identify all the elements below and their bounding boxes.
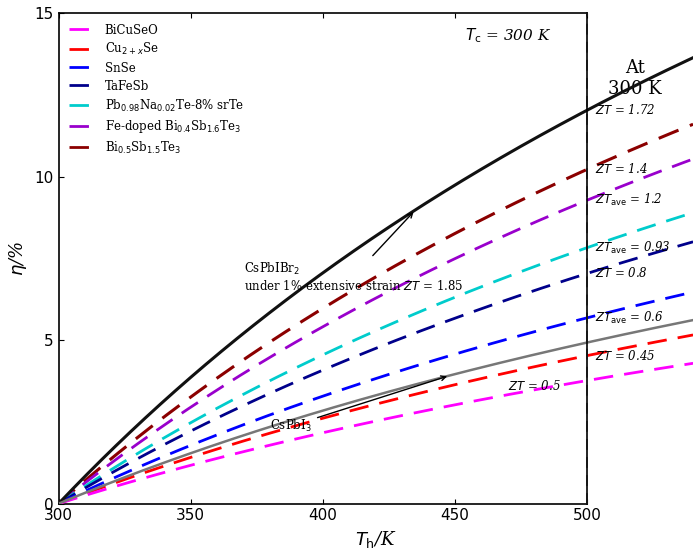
Text: $ZT$ = 0.5: $ZT$ = 0.5 — [508, 379, 561, 393]
Text: $ZT_\mathrm{ave}$ = 0.93: $ZT_\mathrm{ave}$ = 0.93 — [595, 240, 671, 256]
X-axis label: $T_\mathrm{h}$/K: $T_\mathrm{h}$/K — [355, 529, 397, 550]
Legend: BiCuSeO, Cu$_{2+x}$Se, SnSe, TaFeSb, Pb$_{0.98}$Na$_{0.02}$Te-8% srTe, Fe-doped : BiCuSeO, Cu$_{2+x}$Se, SnSe, TaFeSb, Pb$… — [64, 19, 248, 161]
Y-axis label: $\eta$/%: $\eta$/% — [7, 241, 29, 276]
Text: $ZT$ = 1.72: $ZT$ = 1.72 — [595, 103, 656, 117]
Text: CsPbIBr$_2$
under 1% extensive strain $ZT$ = 1.85: CsPbIBr$_2$ under 1% extensive strain $Z… — [244, 213, 463, 293]
Text: CsPbI$_3$: CsPbI$_3$ — [270, 376, 446, 434]
Text: $ZT$ = 1.4: $ZT$ = 1.4 — [595, 162, 648, 176]
Text: $ZT$ = 0.45: $ZT$ = 0.45 — [595, 349, 655, 363]
Text: At
300 K: At 300 K — [608, 59, 661, 98]
Text: $ZT$ = 0.8: $ZT$ = 0.8 — [595, 266, 648, 280]
Text: $ZT_\mathrm{ave}$ = 1.2: $ZT_\mathrm{ave}$ = 1.2 — [595, 192, 663, 208]
Text: $ZT_\mathrm{ave}$ = 0.6: $ZT_\mathrm{ave}$ = 0.6 — [595, 310, 664, 326]
Text: $T_\mathrm{c}$ = 300 K: $T_\mathrm{c}$ = 300 K — [465, 27, 551, 45]
